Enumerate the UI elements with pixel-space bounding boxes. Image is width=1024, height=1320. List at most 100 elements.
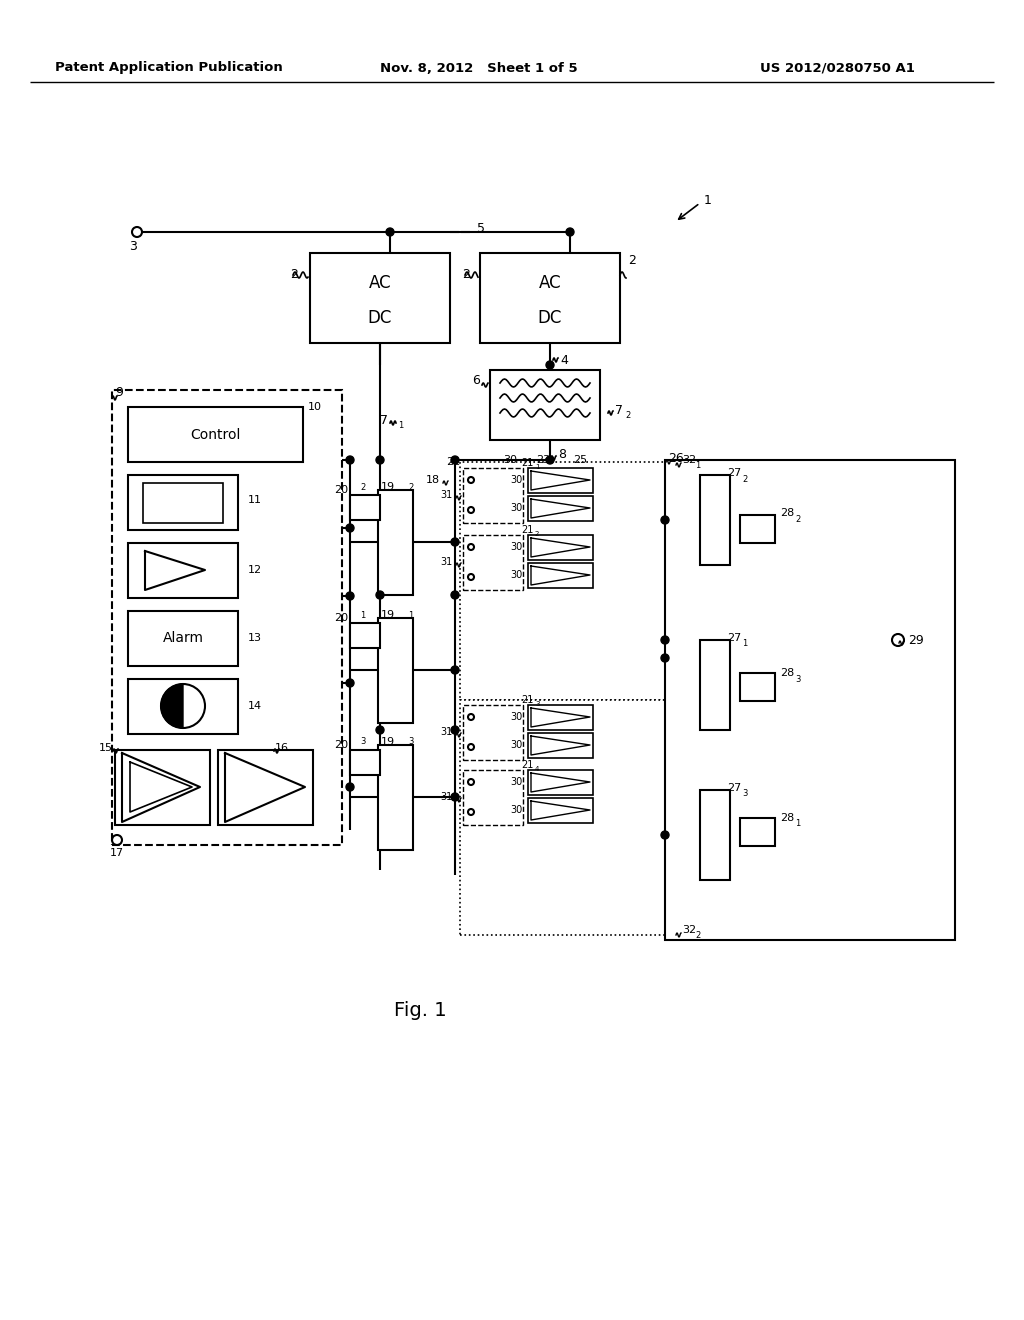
Bar bbox=[463, 705, 523, 760]
Text: US 2012/0280750 A1: US 2012/0280750 A1 bbox=[760, 62, 914, 74]
Text: 30: 30 bbox=[511, 777, 523, 787]
Circle shape bbox=[346, 524, 354, 532]
Circle shape bbox=[346, 591, 354, 601]
Circle shape bbox=[346, 783, 354, 791]
Circle shape bbox=[451, 539, 459, 546]
Bar bbox=[218, 750, 313, 825]
Circle shape bbox=[451, 591, 459, 599]
Text: 28: 28 bbox=[780, 668, 795, 678]
Text: 25: 25 bbox=[573, 455, 587, 465]
Circle shape bbox=[662, 516, 669, 524]
Bar bbox=[480, 253, 620, 343]
Circle shape bbox=[376, 455, 384, 465]
Text: 13: 13 bbox=[248, 634, 262, 643]
Bar bbox=[128, 678, 238, 734]
Bar bbox=[463, 770, 523, 825]
Text: 19: 19 bbox=[381, 482, 395, 492]
Bar bbox=[528, 564, 593, 587]
Text: 31: 31 bbox=[440, 490, 453, 500]
Text: 1: 1 bbox=[535, 465, 540, 470]
Text: 21: 21 bbox=[521, 458, 534, 469]
Bar bbox=[350, 750, 380, 775]
Text: 2: 2 bbox=[628, 253, 636, 267]
Bar bbox=[528, 770, 593, 795]
Text: 23: 23 bbox=[536, 455, 550, 465]
Bar bbox=[463, 535, 523, 590]
Text: 19: 19 bbox=[381, 610, 395, 620]
Circle shape bbox=[662, 653, 669, 663]
Text: 3: 3 bbox=[129, 240, 137, 253]
Bar bbox=[350, 623, 380, 648]
Circle shape bbox=[451, 667, 459, 675]
Bar bbox=[528, 496, 593, 521]
Circle shape bbox=[346, 678, 354, 686]
Circle shape bbox=[376, 726, 384, 734]
Bar bbox=[528, 733, 593, 758]
Text: 11: 11 bbox=[248, 495, 262, 506]
Circle shape bbox=[451, 455, 459, 465]
Text: Alarm: Alarm bbox=[163, 631, 204, 645]
Text: 2: 2 bbox=[290, 268, 298, 281]
Text: 17: 17 bbox=[110, 847, 124, 858]
Text: 30: 30 bbox=[511, 570, 523, 579]
Text: 20: 20 bbox=[334, 484, 348, 495]
Bar bbox=[112, 389, 342, 845]
Text: 2: 2 bbox=[360, 483, 366, 491]
Text: 30: 30 bbox=[511, 805, 523, 814]
Circle shape bbox=[376, 591, 384, 599]
Bar bbox=[378, 490, 413, 595]
Text: AC: AC bbox=[539, 275, 561, 292]
Text: 30: 30 bbox=[511, 475, 523, 484]
Text: 3: 3 bbox=[408, 738, 414, 747]
Text: 32: 32 bbox=[682, 455, 696, 465]
Circle shape bbox=[346, 455, 354, 465]
Text: 7: 7 bbox=[380, 413, 388, 426]
Bar bbox=[115, 750, 210, 825]
Wedge shape bbox=[161, 684, 183, 729]
Bar bbox=[700, 475, 730, 565]
Bar bbox=[528, 535, 593, 560]
Bar bbox=[128, 543, 238, 598]
Text: 3: 3 bbox=[535, 701, 540, 708]
Text: 19: 19 bbox=[381, 737, 395, 747]
Text: 31: 31 bbox=[440, 727, 453, 737]
Bar bbox=[378, 744, 413, 850]
Circle shape bbox=[451, 726, 459, 734]
Text: 1: 1 bbox=[695, 462, 700, 470]
Circle shape bbox=[386, 228, 394, 236]
Bar bbox=[460, 462, 670, 700]
Text: 31: 31 bbox=[440, 557, 453, 568]
Text: 2: 2 bbox=[408, 483, 414, 491]
Text: 20: 20 bbox=[334, 612, 348, 623]
Text: 1: 1 bbox=[705, 194, 712, 206]
Text: 12: 12 bbox=[248, 565, 262, 576]
Text: 20: 20 bbox=[334, 741, 348, 750]
Bar bbox=[378, 618, 413, 723]
Text: Fig. 1: Fig. 1 bbox=[393, 1001, 446, 1019]
Text: 6: 6 bbox=[472, 374, 480, 387]
Text: 27: 27 bbox=[727, 634, 741, 643]
Text: AC: AC bbox=[369, 275, 391, 292]
Text: 1: 1 bbox=[360, 610, 366, 619]
Bar bbox=[700, 640, 730, 730]
Bar bbox=[490, 370, 600, 440]
Text: 3: 3 bbox=[360, 738, 366, 747]
Circle shape bbox=[566, 228, 574, 236]
Text: 21: 21 bbox=[521, 525, 534, 535]
Text: DC: DC bbox=[538, 309, 562, 327]
Text: 28: 28 bbox=[780, 508, 795, 517]
Text: 1: 1 bbox=[742, 639, 748, 648]
Text: 1: 1 bbox=[795, 820, 800, 829]
Text: 30: 30 bbox=[503, 455, 517, 465]
Bar bbox=[350, 495, 380, 520]
Text: 10: 10 bbox=[308, 403, 322, 412]
Text: 15: 15 bbox=[99, 743, 113, 752]
Text: 26: 26 bbox=[668, 451, 684, 465]
Bar bbox=[700, 789, 730, 880]
Bar bbox=[463, 469, 523, 523]
Bar bbox=[665, 459, 955, 940]
Circle shape bbox=[546, 455, 554, 465]
Text: 31: 31 bbox=[440, 792, 453, 803]
Text: 2: 2 bbox=[742, 474, 748, 483]
Text: 4: 4 bbox=[535, 766, 540, 772]
